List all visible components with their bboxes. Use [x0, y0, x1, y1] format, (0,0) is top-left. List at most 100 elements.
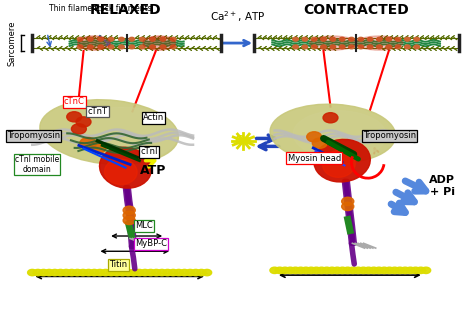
Circle shape	[88, 37, 93, 41]
Circle shape	[108, 45, 114, 49]
Circle shape	[123, 269, 133, 276]
Text: Sarcomere: Sarcomere	[8, 20, 17, 66]
Circle shape	[67, 269, 76, 276]
Circle shape	[27, 269, 37, 276]
Circle shape	[98, 37, 103, 41]
Circle shape	[152, 269, 161, 276]
Circle shape	[386, 45, 392, 49]
Circle shape	[322, 267, 331, 273]
Circle shape	[123, 211, 135, 220]
Circle shape	[301, 267, 310, 273]
Circle shape	[359, 267, 368, 273]
Circle shape	[169, 269, 178, 276]
Circle shape	[185, 269, 195, 276]
Ellipse shape	[293, 111, 386, 159]
Ellipse shape	[143, 36, 175, 50]
Text: Tropomyosin: Tropomyosin	[363, 131, 416, 140]
Circle shape	[416, 267, 426, 273]
Circle shape	[98, 45, 103, 49]
Circle shape	[157, 269, 166, 276]
Text: MyBP-C: MyBP-C	[135, 239, 167, 248]
Circle shape	[330, 37, 336, 41]
Circle shape	[73, 269, 82, 276]
Circle shape	[291, 267, 300, 273]
Circle shape	[174, 269, 183, 276]
Circle shape	[146, 269, 155, 276]
Circle shape	[380, 267, 389, 273]
Text: cTnT: cTnT	[88, 107, 108, 116]
Text: RELAXED: RELAXED	[90, 3, 161, 17]
Circle shape	[321, 37, 326, 41]
Circle shape	[293, 37, 298, 41]
Text: cTnI: cTnI	[140, 147, 157, 156]
Circle shape	[123, 206, 135, 214]
Circle shape	[293, 45, 298, 49]
Circle shape	[89, 142, 106, 154]
Ellipse shape	[74, 107, 176, 160]
Circle shape	[275, 267, 284, 273]
Circle shape	[411, 267, 420, 273]
Circle shape	[118, 45, 124, 49]
Circle shape	[312, 267, 321, 273]
Text: MLC: MLC	[135, 221, 153, 230]
Circle shape	[129, 37, 135, 41]
Circle shape	[339, 45, 345, 49]
Circle shape	[421, 267, 431, 273]
Circle shape	[270, 267, 279, 273]
Circle shape	[317, 267, 326, 273]
Circle shape	[307, 132, 322, 142]
Circle shape	[414, 37, 419, 41]
Circle shape	[123, 216, 135, 225]
Text: ADP
+ Pi: ADP + Pi	[429, 175, 456, 197]
Circle shape	[364, 267, 373, 273]
Circle shape	[88, 45, 93, 49]
Circle shape	[56, 269, 65, 276]
Circle shape	[77, 45, 83, 49]
Circle shape	[76, 117, 91, 127]
Text: Actin: Actin	[143, 113, 164, 122]
Circle shape	[62, 269, 71, 276]
Ellipse shape	[270, 104, 396, 163]
Circle shape	[202, 269, 212, 276]
Circle shape	[395, 267, 405, 273]
Ellipse shape	[100, 147, 151, 188]
Text: CONTRACTED: CONTRACTED	[303, 3, 409, 17]
Circle shape	[406, 267, 415, 273]
Circle shape	[354, 267, 363, 273]
Circle shape	[323, 113, 338, 123]
Circle shape	[180, 269, 189, 276]
Text: ATP: ATP	[140, 164, 167, 177]
Circle shape	[191, 269, 201, 276]
Circle shape	[280, 267, 290, 273]
Circle shape	[80, 137, 97, 149]
Circle shape	[395, 37, 401, 41]
Circle shape	[101, 269, 110, 276]
Circle shape	[343, 267, 352, 273]
Circle shape	[78, 269, 88, 276]
Circle shape	[108, 37, 114, 41]
Circle shape	[107, 269, 116, 276]
Circle shape	[312, 138, 327, 148]
Circle shape	[139, 37, 145, 41]
Circle shape	[171, 45, 176, 49]
Text: cTnI mobile
domain: cTnI mobile domain	[15, 155, 59, 174]
Text: Ca: Ca	[235, 134, 252, 147]
Circle shape	[197, 269, 206, 276]
Circle shape	[405, 45, 410, 49]
Circle shape	[160, 45, 166, 49]
Ellipse shape	[104, 159, 137, 185]
Circle shape	[328, 267, 337, 273]
Circle shape	[45, 269, 54, 276]
Circle shape	[374, 267, 383, 273]
Circle shape	[390, 267, 399, 273]
Ellipse shape	[314, 139, 370, 182]
Text: Myosin head: Myosin head	[288, 154, 341, 163]
Circle shape	[342, 202, 354, 211]
Circle shape	[139, 45, 145, 49]
Circle shape	[405, 37, 410, 41]
Circle shape	[160, 37, 166, 41]
Circle shape	[33, 269, 43, 276]
Circle shape	[377, 45, 382, 49]
Text: Titin: Titin	[109, 260, 128, 269]
Circle shape	[163, 269, 172, 276]
